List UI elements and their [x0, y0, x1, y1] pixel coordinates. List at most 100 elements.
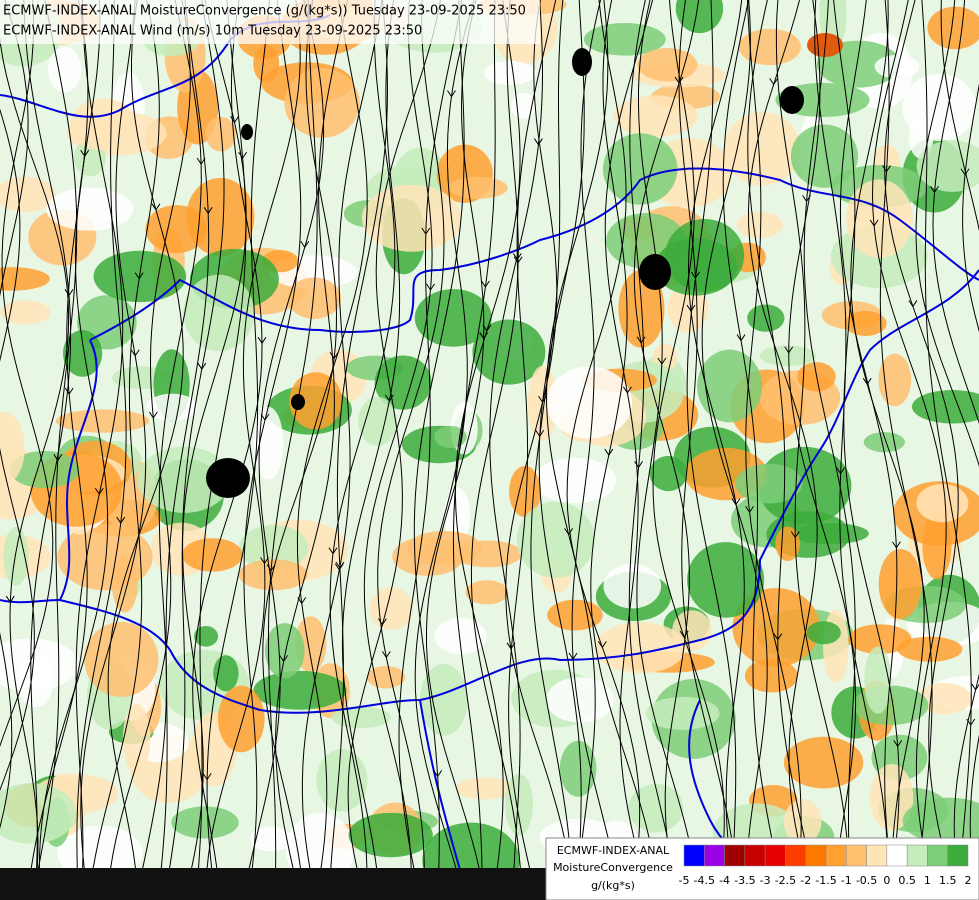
field-blob — [284, 68, 360, 138]
stream-arrow — [971, 683, 979, 691]
streamline — [347, 0, 441, 871]
field-blob — [122, 703, 151, 775]
stream-arrow — [426, 283, 435, 291]
streamline — [192, 0, 263, 871]
stream-arrow — [329, 352, 339, 360]
field-blob — [238, 559, 308, 591]
field-blob — [510, 92, 537, 119]
stream-arrow — [482, 324, 492, 332]
streamline — [0, 108, 21, 829]
stream-arrow — [196, 157, 206, 165]
legend-swatch — [886, 844, 908, 867]
field-blob — [62, 330, 103, 377]
legend-tick-label: -3 — [760, 874, 771, 887]
streamline — [747, 0, 818, 871]
field-blob — [878, 549, 922, 619]
streamline — [160, 0, 210, 871]
header-line: ECMWF-INDEX-ANAL MoistureConvergence (g/… — [3, 4, 526, 19]
field-blob — [57, 524, 153, 591]
field-blob — [897, 636, 963, 662]
stream-arrow — [479, 332, 489, 340]
stream-arrow — [634, 461, 643, 469]
legend-swatch — [947, 844, 969, 867]
stream-arrow — [64, 387, 74, 395]
legend-swatch — [866, 844, 888, 867]
field-blob — [217, 685, 265, 753]
field-blob — [654, 238, 738, 296]
field-blob — [434, 617, 487, 655]
streamline — [687, 0, 745, 871]
field-blob — [869, 764, 914, 831]
streamline — [206, 0, 270, 871]
field-blob — [250, 826, 292, 852]
field-blob — [358, 396, 397, 446]
streamline — [636, 0, 696, 871]
stream-arrow — [134, 272, 144, 280]
legend-tick-label: 0.5 — [898, 874, 916, 887]
streamline — [940, 0, 979, 232]
header-line: ECMWF-INDEX-ANAL Wind (m/s) 10m Tuesday … — [3, 24, 422, 39]
field-blob — [348, 812, 433, 858]
stream-arrow — [512, 253, 522, 261]
streamline — [398, 0, 463, 871]
stream-arrow — [116, 516, 126, 524]
streamline — [590, 0, 656, 871]
stream-arrow — [506, 642, 516, 650]
streamline — [566, 0, 641, 871]
field-blob — [790, 124, 858, 188]
border — [89, 167, 979, 341]
field-blob — [455, 777, 516, 800]
field-blob — [602, 133, 678, 205]
stream-arrow — [53, 454, 63, 462]
legend-swatch — [724, 844, 746, 867]
streamline — [628, 0, 675, 871]
stream-arrow — [882, 165, 891, 173]
legend-tick-label: -4 — [719, 874, 730, 887]
field-blob — [916, 484, 969, 523]
streamline — [414, 0, 475, 871]
streamline — [701, 0, 768, 871]
streamline — [633, 0, 700, 871]
stream-arrow — [891, 541, 901, 549]
stream-arrow — [130, 349, 140, 357]
field-blob — [0, 783, 77, 844]
streamline — [686, 0, 737, 871]
stream-arrow — [257, 336, 267, 345]
stream-arrow — [533, 138, 543, 146]
legend-tick-label: -2 — [800, 874, 811, 887]
stream-arrow — [5, 595, 15, 603]
streamline — [275, 0, 349, 871]
streamline — [206, 0, 301, 871]
streamline — [508, 0, 557, 871]
legend: ECMWF-INDEX-ANAL MoistureConvergence g/(… — [545, 837, 979, 900]
stream-arrow — [260, 557, 269, 565]
field-blob — [735, 463, 803, 504]
streamline — [341, 0, 401, 871]
stream-arrow — [328, 547, 338, 555]
streamline — [92, 0, 160, 871]
stream-arrow — [790, 531, 800, 539]
field-blob — [213, 655, 239, 692]
field-blob — [374, 355, 432, 410]
stream-arrow — [564, 528, 574, 536]
legend-tick-label: -2.5 — [775, 874, 796, 887]
field-blob — [70, 98, 138, 151]
field-blob — [504, 773, 534, 836]
field-blob — [874, 54, 920, 79]
legend-swatch — [704, 844, 725, 867]
streamline — [962, 83, 979, 333]
streamline — [871, 0, 947, 871]
legend-title: ECMWF-INDEX-ANAL — [557, 844, 670, 857]
streamline — [0, 0, 54, 747]
legend-tick-label: 1.5 — [939, 874, 957, 887]
streamline — [803, 0, 856, 871]
streamline — [604, 0, 654, 871]
field-blob — [171, 806, 239, 839]
stream-arrow — [377, 618, 387, 626]
streamline — [788, 0, 857, 871]
stream-arrow — [203, 207, 213, 215]
legend-swatch — [764, 844, 786, 867]
streamline — [879, 0, 933, 871]
field-blob — [3, 527, 29, 587]
